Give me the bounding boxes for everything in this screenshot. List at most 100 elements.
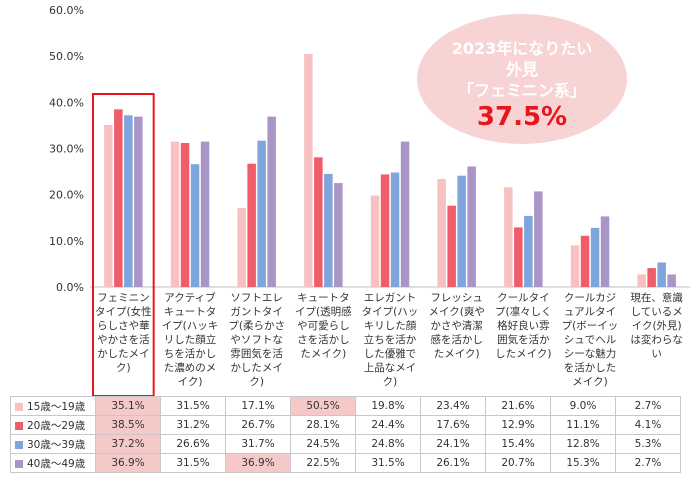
table-cell: 17.6% bbox=[420, 415, 486, 435]
category-label: エレガントタイプ(ハッキリした顔立ちを活かした優雅で上品なメイク) bbox=[361, 292, 419, 388]
table-cell: 37.2% bbox=[95, 434, 161, 454]
bar bbox=[247, 163, 256, 287]
callout-line1: 2023年になりたい bbox=[451, 39, 593, 58]
y-tick-label: 20.0% bbox=[49, 189, 84, 202]
table-cell: 15.3% bbox=[550, 453, 616, 473]
table-cell: 31.5% bbox=[355, 453, 421, 473]
category-label: クールタイプ(凛々しく格好良い雰囲気を活かしたメイク) bbox=[495, 292, 552, 360]
table-cell: 12.9% bbox=[485, 415, 551, 435]
bar bbox=[124, 115, 133, 287]
table-cell: 36.9% bbox=[225, 453, 291, 473]
bar bbox=[400, 141, 410, 287]
legend-entry: 40歳～49歳 bbox=[10, 453, 96, 473]
table-row: 40歳～49歳 36.9% 31.5% 36.9% 22.5% 31.5% 26.1% 20.… bbox=[10, 453, 681, 473]
bar bbox=[457, 175, 466, 287]
legend-swatch bbox=[15, 440, 23, 449]
table-cell: 9.0% bbox=[550, 396, 616, 416]
table-cell: 12.8% bbox=[550, 434, 616, 454]
table-cell: 17.1% bbox=[225, 396, 291, 416]
y-tick-label: 10.0% bbox=[49, 235, 84, 248]
bar bbox=[380, 174, 390, 287]
bar bbox=[114, 109, 123, 287]
y-tick-label: 40.0% bbox=[49, 96, 84, 109]
legend-swatch bbox=[15, 402, 23, 411]
y-axis: 0.0% 10.0% 20.0% 30.0% 40.0% 50.0% 60.0% bbox=[49, 4, 690, 294]
bar bbox=[390, 172, 400, 287]
legend-entry: 20歳～29歳 bbox=[10, 415, 96, 435]
bar bbox=[667, 274, 676, 287]
legend-label: 20歳～29歳 bbox=[27, 419, 86, 432]
bar bbox=[334, 183, 343, 287]
bar bbox=[237, 208, 246, 287]
bars bbox=[104, 53, 676, 288]
legend-entry: 15歳～19歳 bbox=[10, 396, 96, 416]
legend-label: 30歳～39歳 bbox=[27, 438, 86, 451]
data-table: 15歳～19歳 35.1% 31.5% 17.1% 50.5% 19.8% 23.4% 21.… bbox=[10, 396, 681, 473]
category-label: フェミニンタイプ(女性らしさや華やかさを活かしたメイク) bbox=[95, 292, 152, 374]
y-tick-label: 0.0% bbox=[56, 281, 84, 294]
table-cell: 20.7% bbox=[485, 453, 551, 473]
category-label: クールカジュアルタイプ(ボーイッシュでヘルシーな魅力を活かしたメイク) bbox=[561, 292, 619, 388]
bar bbox=[447, 205, 456, 287]
callout-line2: 外見 bbox=[505, 60, 538, 79]
table-cell: 24.5% bbox=[290, 434, 356, 454]
table-cell: 23.4% bbox=[420, 396, 486, 416]
legend-label: 15歳～19歳 bbox=[27, 400, 86, 413]
bar bbox=[370, 195, 380, 287]
bar bbox=[590, 227, 600, 287]
bar bbox=[180, 143, 190, 287]
category-label: キュートタイプ(透明感や可愛らしさを活かしたメイク) bbox=[295, 292, 352, 360]
legend-entry: 30歳～39歳 bbox=[10, 434, 96, 454]
table-cell: 36.9% bbox=[95, 453, 161, 473]
table-cell: 31.7% bbox=[225, 434, 291, 454]
bar bbox=[190, 164, 200, 287]
table-cell: 2.7% bbox=[615, 396, 681, 416]
bar bbox=[504, 187, 513, 287]
bar bbox=[324, 173, 333, 287]
table-cell: 2.7% bbox=[615, 453, 681, 473]
table-cell: 31.5% bbox=[160, 453, 226, 473]
bar bbox=[257, 140, 266, 287]
callout-value: 37.5% bbox=[476, 102, 568, 132]
bar bbox=[134, 116, 143, 287]
bar bbox=[647, 268, 656, 287]
table-cell: 26.7% bbox=[225, 415, 291, 435]
table-cell: 28.1% bbox=[290, 415, 356, 435]
legend-swatch bbox=[15, 421, 23, 430]
y-tick-label: 60.0% bbox=[49, 4, 84, 17]
table-cell: 24.1% bbox=[420, 434, 486, 454]
bar bbox=[467, 166, 476, 287]
bar bbox=[314, 157, 323, 287]
bar bbox=[514, 227, 523, 287]
bar bbox=[104, 125, 113, 287]
bar bbox=[304, 53, 313, 288]
bar bbox=[657, 262, 666, 287]
category-label: 現在、意識しているメイク(外見)は変わらない bbox=[630, 292, 683, 360]
bar bbox=[600, 216, 610, 287]
table-cell: 19.8% bbox=[355, 396, 421, 416]
table-cell: 26.6% bbox=[160, 434, 226, 454]
legend-swatch bbox=[15, 459, 23, 468]
bar bbox=[637, 274, 646, 287]
category-label: ソフトエレガントタイプ(柔らかさやソフトな雰囲気を活かしたメイク) bbox=[228, 292, 285, 388]
table-cell: 26.1% bbox=[420, 453, 486, 473]
bar bbox=[580, 235, 590, 287]
table-cell: 5.3% bbox=[615, 434, 681, 454]
bar bbox=[200, 141, 210, 287]
table-cell: 50.5% bbox=[290, 396, 356, 416]
bar bbox=[524, 215, 533, 287]
table-row: 20歳～29歳 38.5% 31.2% 26.7% 28.1% 24.4% 17.6% 12.… bbox=[10, 415, 681, 435]
table-cell: 22.5% bbox=[290, 453, 356, 473]
bar bbox=[267, 116, 276, 287]
bar bbox=[437, 179, 446, 287]
bar bbox=[534, 191, 543, 287]
table-cell: 24.4% bbox=[355, 415, 421, 435]
category-label: アクティブキュートタイプ(ハッキリした顔立ちを活かした濃めのメイク) bbox=[161, 292, 219, 388]
table-cell: 24.8% bbox=[355, 434, 421, 454]
table-cell: 35.1% bbox=[95, 396, 161, 416]
bar bbox=[570, 245, 580, 287]
callout-line3: 「フェミニン系」 bbox=[457, 81, 586, 100]
table-row: 15歳～19歳 35.1% 31.5% 17.1% 50.5% 19.8% 23.4% 21.… bbox=[10, 396, 681, 416]
table-cell: 15.4% bbox=[485, 434, 551, 454]
